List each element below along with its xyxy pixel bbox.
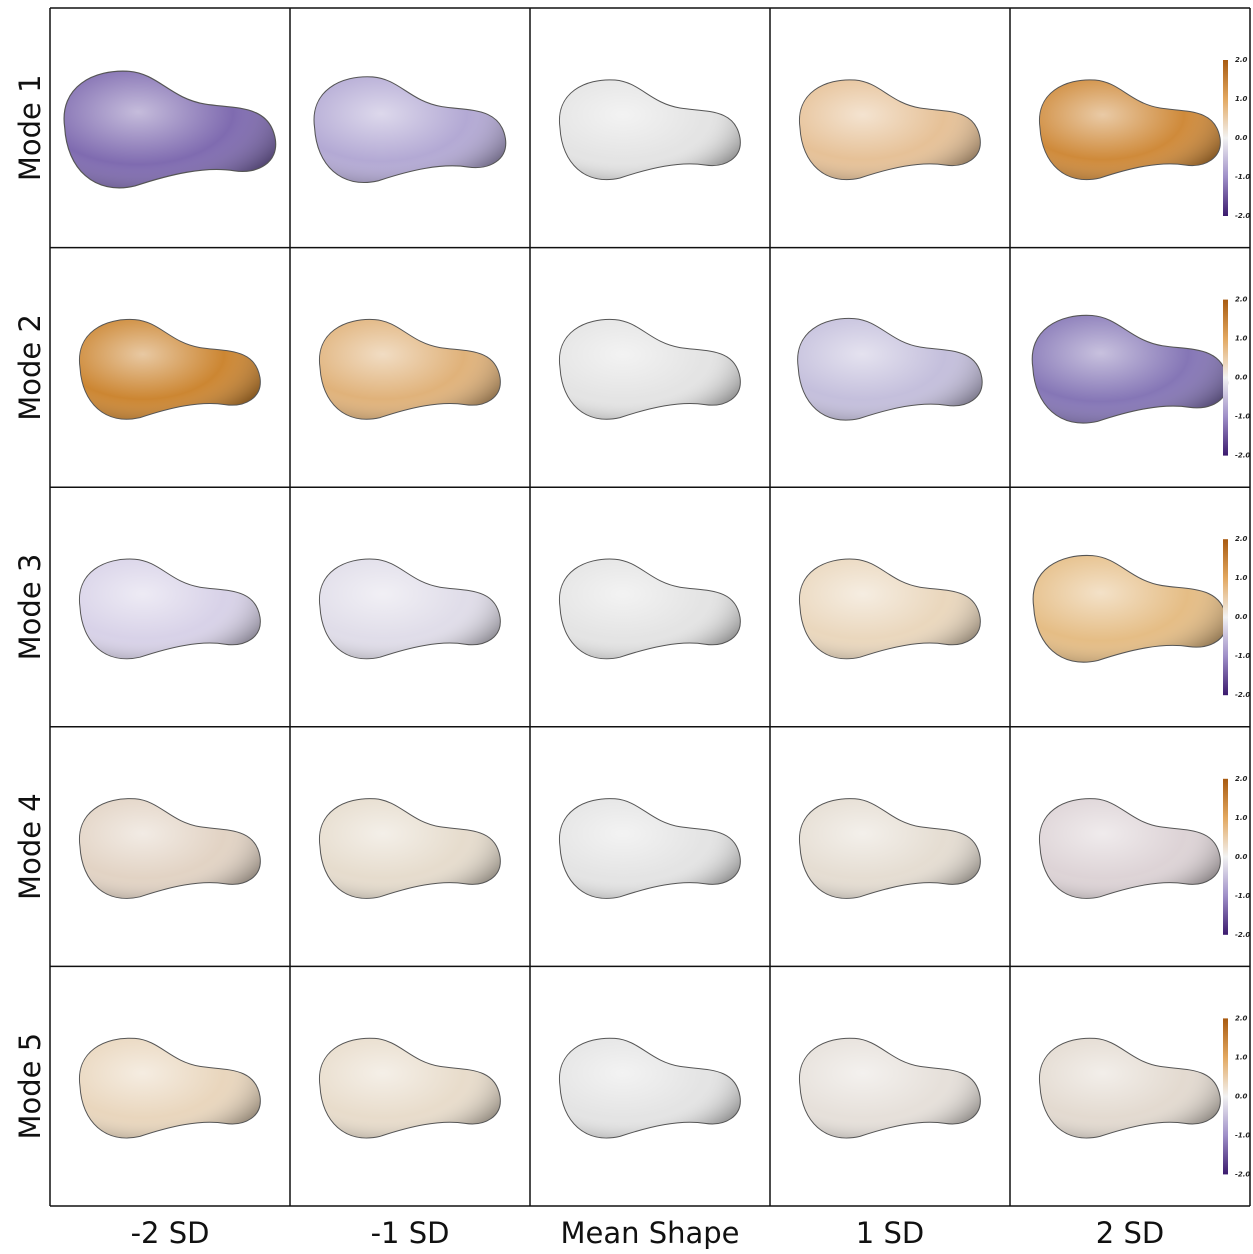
column-label: Mean Shape	[560, 1216, 739, 1250]
shape-shade	[799, 799, 980, 899]
column-label: -2 SD	[131, 1216, 210, 1250]
colorbar-tick-label: 1.0	[1235, 335, 1248, 343]
colorbar-tick-label: 0.0	[1235, 1092, 1248, 1100]
shape	[559, 799, 740, 899]
shape	[319, 1038, 500, 1138]
shape	[1032, 315, 1227, 423]
colorbar-tick-label: 1.0	[1235, 574, 1248, 582]
colorbar	[1223, 1018, 1228, 1174]
colorbar-tick-label: -2.0	[1235, 452, 1250, 460]
shape-shade	[1039, 1038, 1220, 1138]
shape	[319, 319, 500, 419]
shape-shade	[559, 799, 740, 899]
colorbar-tick-label: 2.0	[1235, 1014, 1248, 1022]
colorbar-tick-label: 0.0	[1235, 134, 1248, 142]
row-label: Mode 4	[13, 793, 47, 900]
figure: Mode 1 2.0 1.0 0.0 -1.0 -2.0 Mode 2 2.0 1.0 0.0 -1…	[0, 0, 1253, 1254]
shape-shade	[1039, 799, 1220, 899]
colorbar-tick-label: 2.0	[1235, 775, 1248, 783]
shape	[799, 1038, 980, 1138]
shape	[79, 799, 260, 899]
colorbar	[1223, 300, 1228, 456]
colorbar-tick-label: 0.0	[1235, 853, 1248, 861]
shape-shade	[64, 71, 276, 188]
shape	[1039, 799, 1220, 899]
shape-shade	[79, 559, 260, 659]
shape-shade	[1039, 80, 1220, 180]
shape	[559, 80, 740, 180]
shape-shade	[798, 318, 982, 420]
colorbar-tick-label: 2.0	[1235, 296, 1248, 304]
colorbar-tick-label: -1.0	[1235, 413, 1250, 421]
shape	[799, 799, 980, 899]
shape	[314, 77, 506, 183]
shape-shade	[559, 80, 740, 180]
row-label: Mode 1	[13, 74, 47, 181]
shape	[559, 1038, 740, 1138]
colorbar-tick-label: 2.0	[1235, 56, 1248, 64]
shape-shade	[314, 77, 506, 183]
colorbar-tick-label: -1.0	[1235, 652, 1250, 660]
shape-shade	[799, 1038, 980, 1138]
colorbar	[1223, 60, 1228, 216]
shape-shade	[319, 559, 500, 659]
row-label: Mode 2	[13, 314, 47, 421]
shape	[799, 80, 980, 180]
shape-shade	[79, 799, 260, 899]
shape	[79, 559, 260, 659]
colorbar-tick-label: -1.0	[1235, 892, 1250, 900]
row-label: Mode 3	[13, 554, 47, 661]
shape	[799, 559, 980, 659]
shape-shade	[1032, 315, 1227, 423]
shape-shade	[319, 1038, 500, 1138]
shape-shade	[799, 80, 980, 180]
shape	[319, 799, 500, 899]
colorbar-tick-label: 0.0	[1235, 613, 1248, 621]
shape	[559, 559, 740, 659]
colorbar-tick-label: 1.0	[1235, 95, 1248, 103]
shape	[79, 1038, 260, 1138]
shape-shade	[1033, 555, 1227, 662]
shape	[798, 318, 982, 420]
colorbar-tick-label: -2.0	[1235, 691, 1250, 699]
shape-shade	[319, 319, 500, 419]
shape	[319, 559, 500, 659]
row-label: Mode 5	[13, 1033, 47, 1140]
shape-shade	[79, 1038, 260, 1138]
colorbar-tick-label: 1.0	[1235, 814, 1248, 822]
colorbar-tick-label: -2.0	[1235, 212, 1250, 220]
shape	[1039, 1038, 1220, 1138]
shape	[64, 71, 276, 188]
colorbar-tick-label: -2.0	[1235, 931, 1250, 939]
colorbar	[1223, 539, 1228, 695]
shape-shade	[319, 799, 500, 899]
column-label: -1 SD	[371, 1216, 450, 1250]
shape	[1039, 80, 1220, 180]
shape-shade	[799, 559, 980, 659]
colorbar-tick-label: -2.0	[1235, 1170, 1250, 1178]
column-label: 2 SD	[1096, 1216, 1164, 1250]
shape-shade	[559, 1038, 740, 1138]
colorbar-tick-label: 2.0	[1235, 535, 1248, 543]
shape-shade	[79, 319, 260, 419]
shape	[559, 319, 740, 419]
colorbar-tick-label: -1.0	[1235, 1131, 1250, 1139]
colorbar	[1223, 779, 1228, 935]
shape-shade	[559, 559, 740, 659]
shape-shade	[559, 319, 740, 419]
shape	[1033, 555, 1227, 662]
column-label: 1 SD	[856, 1216, 924, 1250]
shape	[79, 319, 260, 419]
colorbar-tick-label: -1.0	[1235, 173, 1250, 181]
colorbar-tick-label: 0.0	[1235, 374, 1248, 382]
colorbar-tick-label: 1.0	[1235, 1053, 1248, 1061]
